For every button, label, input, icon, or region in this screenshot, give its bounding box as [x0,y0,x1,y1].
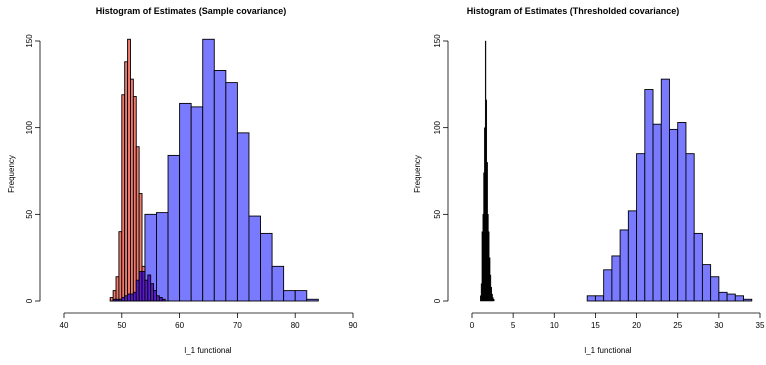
chart1-y-tick-label-1: 50 [25,209,34,218]
chart2-title: Histogram of Estimates (Thresholded cova… [467,6,680,16]
chart2-series1-bar-7 [644,89,654,302]
chart1-series1-bar-5 [167,154,181,302]
chart2-series1-bar-5 [627,210,638,302]
chart1-series1-bar-11 [236,132,250,302]
chart2-series1-bar-6 [636,153,646,302]
chart2-series2-bar-16 [493,299,495,302]
chart1-x-tick-label-2: 60 [175,321,184,330]
chart1-series1-bar-7 [190,106,204,302]
chart2-x-tick-label-4: 20 [632,321,641,330]
chart1-axes [35,40,354,318]
chart2-series1-bar-2 [603,269,613,302]
chart2-ticks: 0 5 10 15 20 25 30 35 0 50 100 150 [433,34,765,330]
chart2-series1-bar-9 [660,78,670,302]
chart1-series1-bar-17 [306,298,319,302]
chart2-series1-bar-16 [718,291,728,302]
chart2-series1-bar-3 [611,255,621,302]
chart2-series1-bar-13 [693,232,703,302]
chart2-series1-bar-15 [710,276,720,302]
chart2-y-tick-label-0: 0 [433,298,442,303]
chart2-series1-bar-8 [652,123,662,302]
chart1-series1-bar-14 [271,265,285,302]
chart1-series1-bar-13 [260,232,273,302]
chart1-y-tick-label-0: 0 [25,298,34,303]
chart1-series3-bar-17 [161,298,166,302]
chart1-series1-bar-9 [213,70,227,302]
chart2-x-tick-label-2: 10 [550,321,559,330]
chart2-series1-bar-19 [743,298,753,302]
chart2-series1-bar-0 [586,295,596,302]
chart2-series1-bar-11 [677,122,687,302]
chart1-series1-bar-8 [202,38,215,302]
chart2-series1-bar-17 [726,293,736,302]
chart2-x-tick-label-7: 35 [756,321,765,330]
chart1-bars [109,38,319,302]
chart1-ylabel: Frequency [7,155,16,193]
chart1-x-tick-label-1: 50 [117,321,126,330]
chart1-title: Histogram of Estimates (Sample covarianc… [96,6,287,16]
chart2-x-tick-label-3: 15 [591,321,600,330]
chart2-series1-bar-18 [734,295,744,302]
chart1-y-tick-label-2: 100 [25,120,34,134]
chart1-xlabel: l_1 functional [184,346,231,355]
chart2-xlabel: l_1 functional [584,346,631,355]
chart2-x-tick-label-1: 5 [511,321,516,330]
chart2-series1-bar-4 [619,229,629,302]
chart1-series1-bar-16 [294,290,308,302]
chart2-y-tick-label-1: 50 [433,209,442,218]
chart1-series1-bar-10 [225,82,238,302]
chart2-series1-bar-1 [594,295,605,302]
chart2-axes [443,40,761,318]
chart1-series1-bar-6 [179,102,192,302]
chart2-ylabel: Frequency [413,155,422,193]
chart2-x-tick-label-5: 25 [673,321,682,330]
chart1-series1-bar-12 [248,215,261,302]
chart2-x-tick-label-0: 0 [470,321,475,330]
chart2-bars [480,40,753,302]
chart1-ticks: 40 50 60 70 80 90 0 50 100 150 [25,34,358,330]
chart1-series1-bar-15 [283,290,296,302]
chart2-series1-bar-12 [685,153,695,302]
chart1-x-tick-label-5: 90 [349,321,358,330]
chart1-x-tick-label-0: 40 [60,321,69,330]
chart1-y-tick-label-3: 150 [25,34,34,48]
chart2-series1-bar-14 [701,264,712,302]
chart1-x-tick-label-3: 70 [233,321,242,330]
chart2-y-tick-label-3: 150 [433,34,442,48]
chart1-series1-bar-4 [156,212,169,302]
chart2-x-tick-label-6: 30 [714,321,723,330]
chart2-series1-bar-10 [669,128,679,302]
chart1-x-tick-label-4: 80 [291,321,300,330]
chart2-y-tick-label-2: 100 [433,120,442,134]
